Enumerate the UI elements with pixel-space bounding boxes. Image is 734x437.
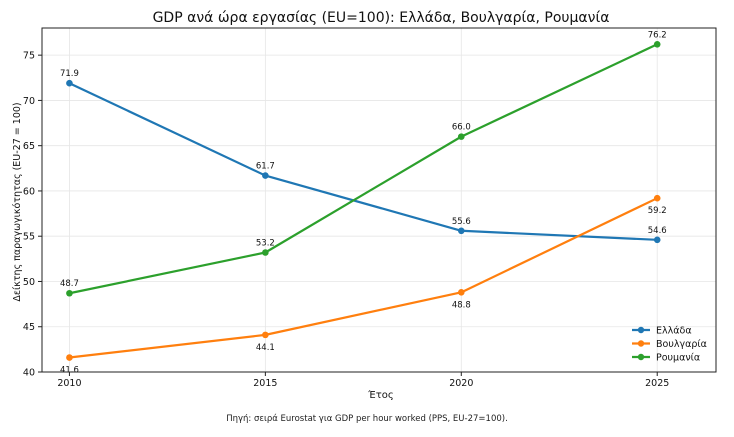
source-caption: Πηγή: σειρά Eurostat για GDP per hour wo… (226, 414, 508, 424)
legend-marker-2 (637, 353, 645, 361)
x-tick-label-1: 2015 (253, 378, 277, 389)
data-label-1-1: 44.1 (256, 343, 275, 353)
data-point-0-0 (66, 79, 73, 87)
series-layer: 71.9 61.7 55.6 54.6 41.6 44.1 48.8 59.2 48.7 53.2… (60, 30, 667, 375)
data-point-1-0 (66, 354, 73, 361)
axes: 40 45 50 55 60 65 70 75 2010 2015 2020 2025 (23, 27, 717, 389)
data-point-2-3 (653, 40, 661, 48)
data-point-1-1 (262, 331, 269, 339)
data-label-2-1: 53.2 (256, 239, 275, 249)
grid-lines (42, 28, 716, 373)
data-point-0-2 (457, 227, 465, 235)
y-tick-label-2: 50 (23, 277, 35, 288)
data-label-2-3: 76.2 (648, 30, 667, 40)
legend-marker-0 (637, 326, 645, 334)
data-point-2-0 (66, 289, 73, 297)
legend: Ελλάδα Βουλγαρία Ρουμανία (632, 326, 707, 364)
legend-label-2: Ρουμανία (656, 353, 700, 364)
x-tick-label-2: 2020 (449, 378, 473, 389)
y-tick-label-0: 40 (23, 368, 35, 379)
chart-title: GDP ανά ώρα εργασίας (EU=100): Ελλάδα, Β… (153, 10, 610, 26)
data-label-1-2: 48.8 (452, 300, 471, 310)
data-label-1-3: 59.2 (648, 206, 667, 216)
y-tick-label-6: 70 (23, 96, 35, 107)
y-tick-label-3: 55 (23, 232, 35, 243)
data-point-1-3 (653, 194, 661, 202)
data-point-1-2 (457, 289, 465, 296)
data-label-1-0: 41.6 (60, 366, 79, 376)
data-point-0-1 (262, 172, 269, 179)
x-axis-label: Έτος (367, 389, 393, 401)
data-point-2-2 (457, 133, 465, 140)
y-tick-label-5: 65 (23, 141, 35, 152)
x-tick-label-0: 2010 (57, 378, 81, 389)
data-label-0-3: 54.6 (648, 226, 667, 236)
plot-frame (41, 27, 717, 373)
data-label-2-2: 66.0 (452, 123, 471, 133)
data-label-0-1: 61.7 (256, 162, 275, 172)
series-line-2 (69, 43, 658, 295)
series-line-0 (68, 82, 658, 241)
legend-label-1: Βουλγαρία (656, 339, 707, 350)
data-label-0-2: 55.6 (452, 217, 471, 227)
data-label-2-0: 48.7 (60, 279, 79, 289)
legend-marker-1 (637, 340, 645, 347)
y-tick-label-7: 75 (23, 51, 35, 62)
y-axis-label: Δείκτης παραγωγικότητας (EU-27 = 100) (12, 102, 23, 301)
y-tick-label-1: 45 (23, 322, 35, 333)
data-point-2-1 (262, 249, 269, 256)
legend-label-0: Ελλάδα (656, 326, 692, 337)
data-label-0-0: 71.9 (60, 69, 79, 79)
series-line-1 (69, 197, 658, 359)
x-tick-label-3: 2025 (645, 378, 669, 389)
data-point-0-3 (653, 236, 661, 244)
y-tick-label-4: 60 (23, 186, 35, 197)
